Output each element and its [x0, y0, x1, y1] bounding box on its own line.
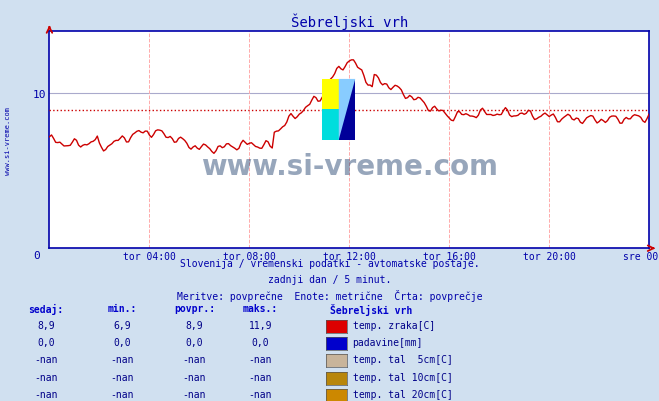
- Text: -nan: -nan: [34, 389, 58, 399]
- Text: 8,9: 8,9: [38, 320, 55, 330]
- Text: sedaj:: sedaj:: [28, 303, 64, 314]
- Text: 6,9: 6,9: [113, 320, 130, 330]
- Text: -nan: -nan: [248, 372, 272, 382]
- Text: padavine[mm]: padavine[mm]: [353, 337, 423, 347]
- Text: -nan: -nan: [110, 372, 134, 382]
- Text: 0,0: 0,0: [186, 337, 203, 347]
- Text: Meritve: povprečne  Enote: metrične  Črta: povprečje: Meritve: povprečne Enote: metrične Črta:…: [177, 290, 482, 302]
- Text: temp. tal  5cm[C]: temp. tal 5cm[C]: [353, 354, 453, 365]
- Text: Slovenija / vremenski podatki - avtomatske postaje.: Slovenija / vremenski podatki - avtomats…: [180, 259, 479, 269]
- Polygon shape: [339, 80, 355, 140]
- Text: www.si-vreme.com: www.si-vreme.com: [201, 152, 498, 180]
- Text: -nan: -nan: [110, 389, 134, 399]
- Text: temp. zraka[C]: temp. zraka[C]: [353, 320, 435, 330]
- Text: -nan: -nan: [34, 372, 58, 382]
- Bar: [322, 80, 339, 110]
- Text: -nan: -nan: [248, 389, 272, 399]
- Text: maks.:: maks.:: [243, 303, 278, 313]
- Text: Šebreljski vrh: Šebreljski vrh: [330, 303, 412, 315]
- Text: -nan: -nan: [248, 354, 272, 365]
- Text: 0,0: 0,0: [113, 337, 130, 347]
- Text: min.:: min.:: [107, 303, 136, 313]
- Text: -nan: -nan: [183, 389, 206, 399]
- Text: 0,0: 0,0: [252, 337, 269, 347]
- Text: -nan: -nan: [183, 354, 206, 365]
- Text: -nan: -nan: [110, 354, 134, 365]
- Text: 11,9: 11,9: [248, 320, 272, 330]
- Text: temp. tal 20cm[C]: temp. tal 20cm[C]: [353, 389, 453, 399]
- Text: -nan: -nan: [183, 372, 206, 382]
- Bar: [322, 110, 339, 140]
- Text: povpr.:: povpr.:: [174, 303, 215, 313]
- Bar: [339, 80, 355, 140]
- Text: -nan: -nan: [34, 354, 58, 365]
- Text: 0,0: 0,0: [38, 337, 55, 347]
- Text: zadnji dan / 5 minut.: zadnji dan / 5 minut.: [268, 275, 391, 285]
- Title: Šebreljski vrh: Šebreljski vrh: [291, 13, 408, 30]
- Text: 0: 0: [33, 251, 40, 261]
- Text: www.si-vreme.com: www.si-vreme.com: [5, 106, 11, 174]
- Text: temp. tal 10cm[C]: temp. tal 10cm[C]: [353, 372, 453, 382]
- Text: 8,9: 8,9: [186, 320, 203, 330]
